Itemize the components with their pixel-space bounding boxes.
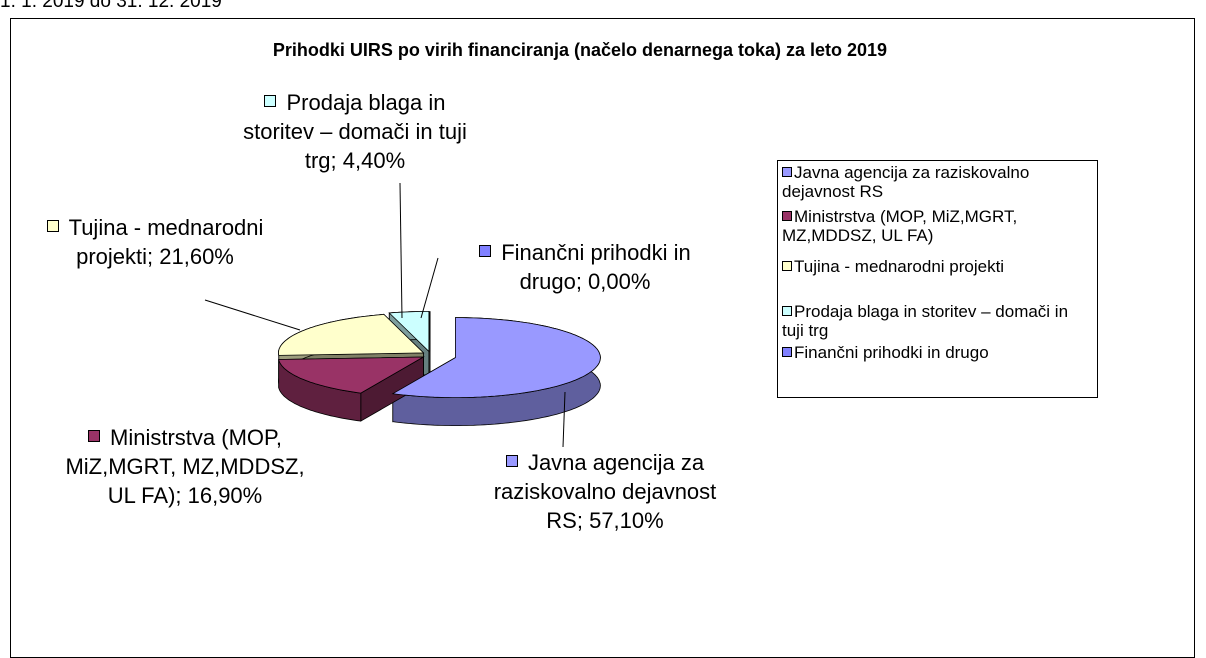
leader-line: [562, 391, 566, 448]
legend-entry: Ministrstva (MOP, MiZ,MGRT, MZ,MDDSZ, UL…: [782, 207, 1094, 245]
data-label-text: Javna agencija za raziskovalno dejavnost…: [493, 450, 717, 533]
slice: [278, 313, 425, 356]
legend-marker: [782, 167, 792, 177]
data-label: Tujina - mednarodni projekti; 21,60%: [40, 213, 270, 271]
chart-title: Prihodki UIRS po virih financiranja (nač…: [272, 40, 888, 60]
legend-marker: [782, 347, 792, 357]
data-label: Ministrstva (MOP, MiZ,MGRT, MZ,MDDSZ, UL…: [60, 423, 310, 510]
label-marker: [479, 245, 492, 257]
data-label-text: Ministrstva (MOP, MiZ,MGRT, MZ,MDDSZ, UL…: [65, 425, 305, 508]
leader-line: [420, 257, 439, 319]
pie-chart: [204, 182, 601, 448]
legend-entry: Tujina - mednarodni projekti: [782, 257, 1094, 276]
legend-label: Prodaja blaga in storitev – domači in tu…: [782, 302, 1069, 340]
data-label: Javna agencija za raziskovalno dejavnost…: [480, 448, 730, 535]
slice: [388, 311, 430, 353]
data-label-text: Prodaja blaga in storitev – domači in tu…: [243, 90, 467, 173]
legend-label: Tujina - mednarodni projekti: [794, 257, 1005, 276]
slice: [391, 317, 601, 398]
leader-line: [204, 299, 301, 331]
legend-entry: Javna agencija za raziskovalno dejavnost…: [782, 163, 1094, 201]
label-marker: [264, 95, 277, 107]
legend-label: Javna agencija za raziskovalno dejavnost…: [782, 163, 1030, 201]
label-marker: [505, 455, 518, 467]
legend-marker: [782, 211, 792, 221]
data-label-text: Tujina - mednarodni projekti; 21,60%: [68, 215, 264, 269]
data-label: Finančni prihodki in drugo; 0,00%: [460, 238, 710, 296]
legend-entry: Finančni prihodki in drugo: [782, 343, 1094, 362]
legend-label: Finančni prihodki in drugo: [794, 343, 989, 362]
data-label-text: Finančni prihodki in drugo; 0,00%: [501, 240, 691, 294]
label-marker: [46, 220, 59, 232]
slice: [278, 356, 425, 394]
legend-entry: Prodaja blaga in storitev – domači in tu…: [782, 302, 1094, 340]
leader-line: [399, 182, 403, 319]
legend-marker: [782, 261, 792, 271]
header-text: 1. 1. 2019 do 31. 12. 2019: [0, 0, 222, 12]
data-label: Prodaja blaga in storitev – domači in tu…: [235, 88, 475, 175]
legend: Javna agencija za raziskovalno dejavnost…: [777, 160, 1098, 398]
label-marker: [88, 430, 101, 442]
legend-label: Ministrstva (MOP, MiZ,MGRT, MZ,MDDSZ, UL…: [782, 207, 1018, 245]
legend-marker: [782, 306, 792, 316]
